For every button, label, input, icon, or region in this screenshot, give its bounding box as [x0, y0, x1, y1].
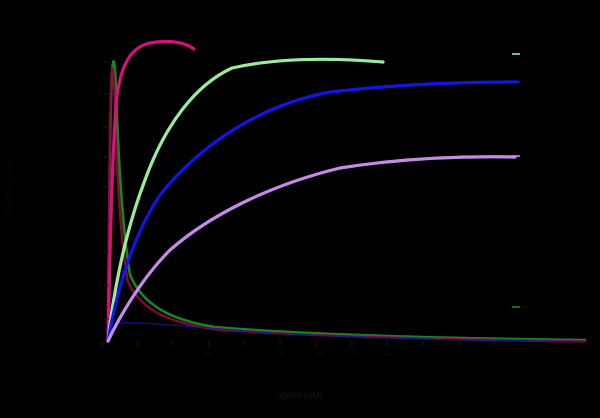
svg-text:5e3: 5e3 [523, 285, 534, 292]
svg-text:0.12: 0.12 [89, 283, 102, 290]
svg-text:4e5: 4e5 [168, 351, 179, 358]
svg-text:0.37: 0.37 [89, 218, 102, 225]
svg-text:1.2e6: 1.2e6 [308, 351, 324, 358]
svg-text:2.2e6: 2.2e6 [486, 351, 502, 358]
svg-text:1.8e6: 1.8e6 [415, 351, 431, 358]
svg-text:0.75: 0.75 [89, 125, 102, 132]
svg-text:0: 0 [100, 351, 104, 358]
svg-text:0.87: 0.87 [89, 92, 102, 99]
svg-text:0.25: 0.25 [89, 250, 102, 257]
svg-text:1e6: 1e6 [275, 351, 286, 358]
svg-text:0: 0 [523, 342, 527, 349]
svg-text:ligand (nM): ligand (nM) [277, 390, 322, 400]
svg-text:2e4: 2e4 [523, 204, 534, 211]
svg-text:2e6: 2e6 [454, 351, 465, 358]
svg-text:6e5: 6e5 [204, 351, 215, 358]
svg-text:0.00: 0.00 [89, 317, 102, 324]
svg-text:4e4: 4e4 [523, 106, 534, 113]
svg-text:1.6e6: 1.6e6 [379, 351, 395, 358]
svg-text:3e4: 3e4 [523, 163, 534, 170]
svg-text:2e5: 2e5 [133, 351, 144, 358]
svg-text:1.4e6: 1.4e6 [344, 351, 360, 358]
svg-text:fraction bound: fraction bound [4, 156, 14, 213]
svg-text:8e5: 8e5 [240, 351, 251, 358]
svg-text:1.00: 1.00 [89, 60, 102, 67]
svg-text:5e4: 5e4 [523, 45, 534, 52]
svg-text:0.50: 0.50 [89, 185, 102, 192]
svg-text:1e4: 1e4 [523, 226, 534, 233]
svg-text:0.62: 0.62 [89, 155, 102, 162]
